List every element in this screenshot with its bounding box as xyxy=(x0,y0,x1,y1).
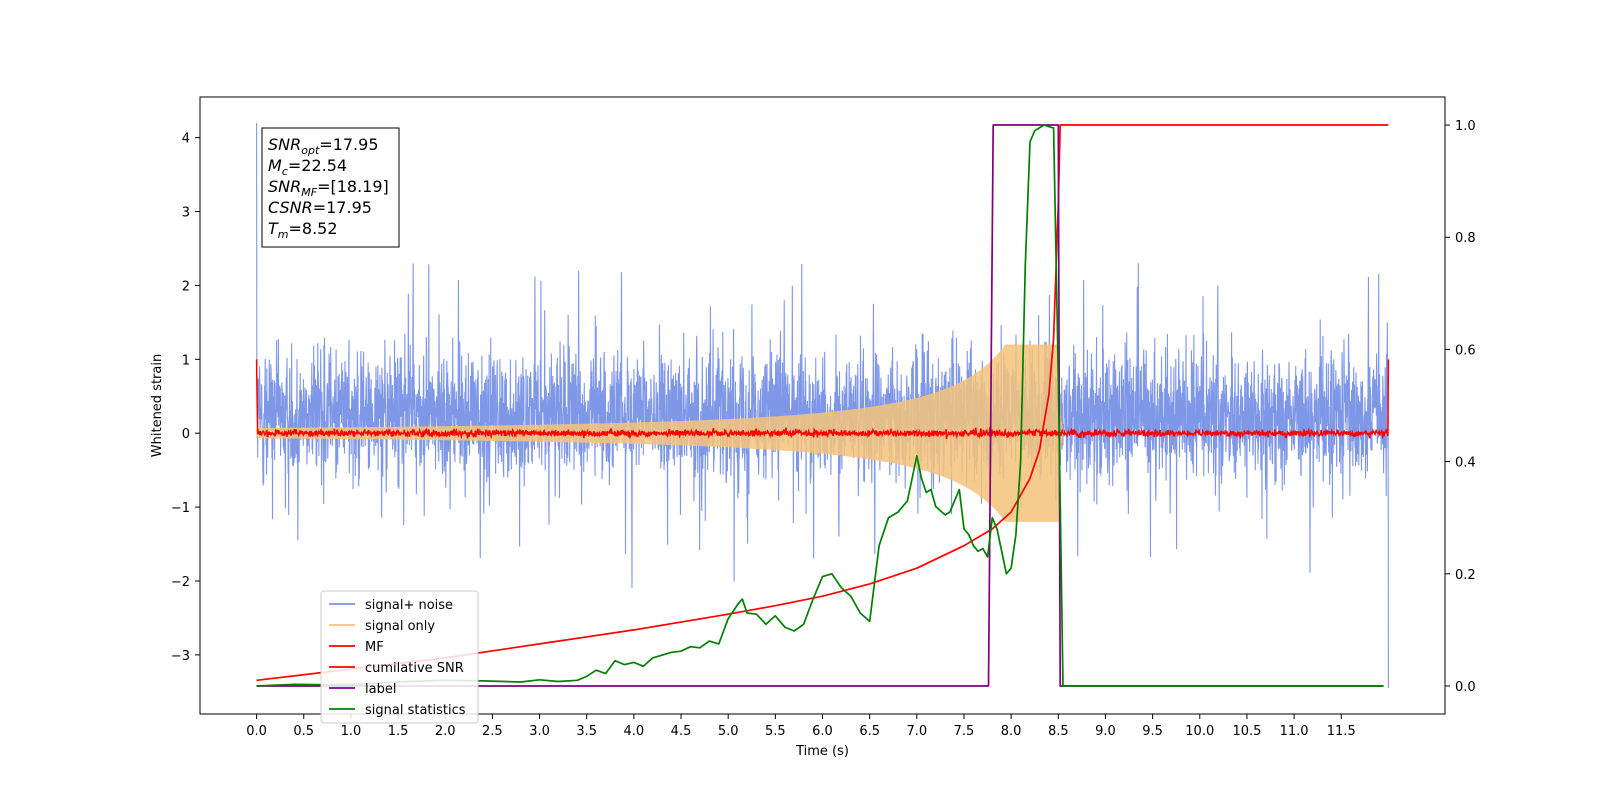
y2-tick-label: 0.8 xyxy=(1455,231,1476,246)
x-tick-label: 2.0 xyxy=(435,724,456,739)
annotation-line: CSNR=17.95 xyxy=(268,198,372,217)
x-axis: 0.0 0.5 1.0 1.5 2.0 2.5 3.0 3.5 4.0 4.5 5.0 5.5 6.0 6… xyxy=(246,714,1356,739)
legend-entry: cumilative SNR xyxy=(365,661,464,676)
y-tick-label: 4 xyxy=(182,132,190,147)
series-signal-statistics xyxy=(256,124,1384,687)
y-tick-label: 1 xyxy=(182,353,190,368)
y2-tick-label: 1.0 xyxy=(1455,119,1476,134)
y-tick-label: −1 xyxy=(171,501,190,516)
x-axis-label: Time (s) xyxy=(795,744,849,759)
legend-entry: signal statistics xyxy=(365,703,466,718)
x-tick-label: 6.0 xyxy=(812,724,833,739)
x-tick-label: 6.5 xyxy=(859,724,880,739)
y-tick-label: −2 xyxy=(171,575,190,590)
x-tick-label: 3.5 xyxy=(576,724,597,739)
series-signal-only xyxy=(256,344,1064,522)
x-tick-label: 1.5 xyxy=(388,724,409,739)
series-cumulative-snr xyxy=(256,124,1389,682)
annotation-line: SNRopt=17.95 xyxy=(268,135,379,157)
x-tick-label: 9.5 xyxy=(1142,724,1163,739)
x-tick-label: 4.5 xyxy=(671,724,692,739)
metrics-annotation: SNRopt=17.95Mc=22.54SNRMF=[18.19]CSNR=17… xyxy=(261,127,400,248)
legend-entry: signal+ noise xyxy=(365,598,453,613)
x-tick-label: 0.0 xyxy=(246,724,267,739)
x-tick-label: 0.5 xyxy=(293,724,314,739)
legend: signal+ noise signal only MF cumilative SNR… xyxy=(320,590,479,724)
x-tick-label: 7.5 xyxy=(954,724,975,739)
y2-tick-label: 0.4 xyxy=(1455,456,1476,471)
x-tick-label: 3.0 xyxy=(529,724,550,739)
annotation-line: Mc=22.54 xyxy=(268,156,347,178)
y2-tick-label: 0.0 xyxy=(1455,680,1476,695)
annotation-line: SNRMF=[18.19] xyxy=(268,177,389,199)
legend-entry: MF xyxy=(365,640,384,655)
y-tick-label: 2 xyxy=(182,279,190,294)
y-axis-right: 1.0 0.8 0.6 0.4 0.2 0.0 xyxy=(1445,119,1476,695)
x-tick-label: 8.5 xyxy=(1048,724,1069,739)
y2-tick-label: 0.6 xyxy=(1455,343,1476,358)
x-tick-label: 1.0 xyxy=(341,724,362,739)
x-tick-label: 11.0 xyxy=(1280,724,1309,739)
y-tick-label: −3 xyxy=(171,649,190,664)
y-axis-label: Whitened strain xyxy=(150,354,165,457)
x-tick-label: 9.0 xyxy=(1095,724,1116,739)
x-tick-label: 5.0 xyxy=(718,724,739,739)
x-tick-label: 7.0 xyxy=(906,724,927,739)
x-tick-label: 10.5 xyxy=(1232,724,1261,739)
x-tick-label: 5.5 xyxy=(765,724,786,739)
legend-entry: signal only xyxy=(365,619,435,634)
y-tick-label: 0 xyxy=(182,427,190,442)
x-tick-label: 4.0 xyxy=(624,724,645,739)
annotation-line: Tm=8.52 xyxy=(268,219,338,241)
x-tick-label: 8.0 xyxy=(1001,724,1022,739)
legend-entry: label xyxy=(365,682,396,697)
x-tick-label: 11.5 xyxy=(1327,724,1356,739)
series-mf xyxy=(255,359,1390,440)
y-tick-label: 3 xyxy=(182,206,190,221)
legend-box xyxy=(320,590,479,724)
x-tick-label: 2.5 xyxy=(482,724,503,739)
x-tick-label: 10.0 xyxy=(1185,724,1214,739)
y-axis-left: 4 3 2 1 0 −1 −2 −3 xyxy=(171,132,200,664)
series-signal-noise xyxy=(256,122,1389,689)
annotation-box xyxy=(261,127,400,248)
y2-tick-label: 0.2 xyxy=(1455,568,1476,583)
